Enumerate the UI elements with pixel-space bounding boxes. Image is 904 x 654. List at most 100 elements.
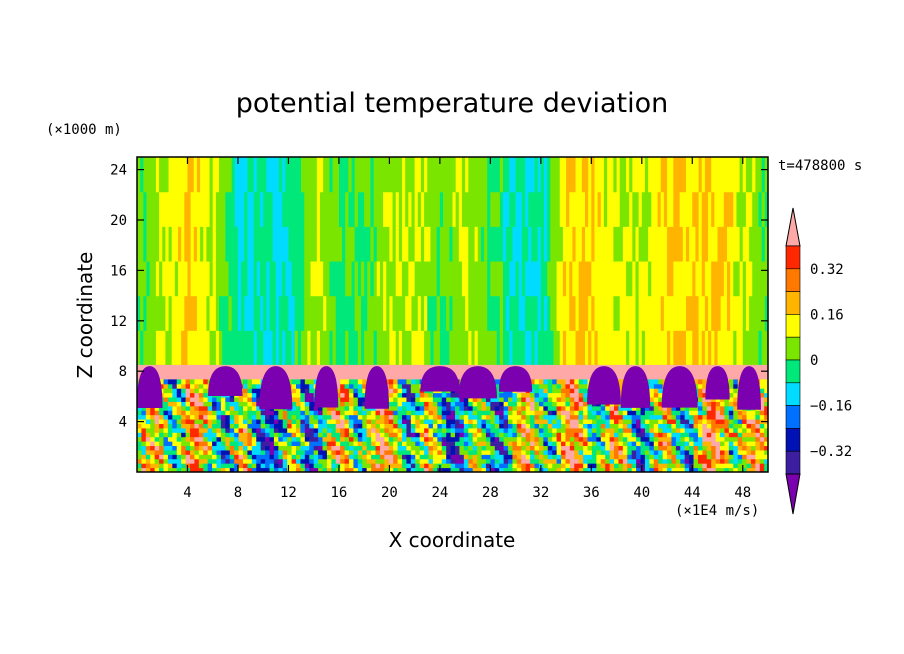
upper-cell xyxy=(304,295,308,331)
convective-cell xyxy=(618,423,624,429)
convective-cell xyxy=(353,463,359,469)
upper-cell xyxy=(159,191,163,227)
convective-cell xyxy=(194,445,200,451)
convective-cell xyxy=(733,405,739,411)
convective-cell xyxy=(349,419,354,424)
convective-cell xyxy=(512,419,518,424)
upper-cell xyxy=(319,226,324,262)
convective-cell xyxy=(300,458,306,464)
convective-cell xyxy=(247,397,253,402)
convective-cell xyxy=(349,414,354,420)
convective-cell xyxy=(238,458,244,464)
convective-cell xyxy=(552,449,558,455)
convective-cell xyxy=(516,392,522,398)
upper-cell xyxy=(301,260,305,297)
convective-cell xyxy=(733,445,739,451)
upper-cell xyxy=(654,295,659,331)
upper-cell xyxy=(749,330,753,366)
convective-cell xyxy=(715,454,721,460)
convective-cell xyxy=(207,463,213,469)
convective-cell xyxy=(238,463,244,469)
upper-cell xyxy=(219,157,223,193)
upper-cell xyxy=(471,330,476,366)
upper-cell xyxy=(383,330,387,366)
y-tick-label: 8 xyxy=(119,364,127,380)
convective-cell xyxy=(441,392,447,398)
convective-cell xyxy=(159,423,165,429)
convective-cell xyxy=(667,458,672,464)
convective-cell xyxy=(702,432,708,438)
convective-cell xyxy=(198,463,204,469)
convective-cell xyxy=(556,449,562,455)
upper-cell xyxy=(256,157,261,193)
convective-cell xyxy=(468,405,474,411)
convective-cell xyxy=(247,458,253,464)
convective-cell xyxy=(256,397,262,402)
convective-cell xyxy=(234,445,240,451)
upper-cell xyxy=(717,260,722,297)
convective-cell xyxy=(556,458,562,464)
convective-cell xyxy=(746,441,752,447)
convective-cell xyxy=(349,410,354,416)
convective-cell xyxy=(627,405,633,411)
convective-cell xyxy=(750,410,756,416)
convective-cell xyxy=(353,441,359,447)
convective-cell xyxy=(322,414,328,420)
convective-cell xyxy=(499,449,505,455)
upper-cell xyxy=(313,295,318,331)
convective-cell xyxy=(388,449,394,455)
convective-cell xyxy=(728,383,734,389)
convective-cell xyxy=(203,392,209,398)
upper-cell xyxy=(225,226,230,262)
convective-cell xyxy=(684,449,690,455)
convective-cell xyxy=(172,467,178,472)
convective-cell xyxy=(340,463,346,469)
upper-cell xyxy=(742,226,747,262)
convective-cell xyxy=(680,458,686,464)
convective-cell xyxy=(450,392,456,398)
convective-cell xyxy=(357,423,363,429)
upper-cell xyxy=(723,191,728,227)
convective-cell xyxy=(340,379,346,385)
convective-cell xyxy=(388,436,394,442)
upper-cell xyxy=(143,330,148,366)
upper-cell xyxy=(613,191,618,227)
convective-cell xyxy=(185,419,191,424)
upper-cell xyxy=(569,191,573,227)
convective-cell xyxy=(574,405,580,411)
convective-cell xyxy=(300,467,306,472)
convective-cell xyxy=(631,436,637,442)
upper-cell xyxy=(168,157,173,193)
convective-cell xyxy=(574,414,580,420)
upper-cell xyxy=(376,226,381,262)
convective-cell xyxy=(742,458,748,464)
convective-cell xyxy=(296,445,301,451)
convective-cell xyxy=(318,427,324,433)
upper-cell xyxy=(742,191,747,227)
convective-cell xyxy=(402,392,407,398)
upper-cell xyxy=(496,191,501,227)
convective-cell xyxy=(552,463,558,469)
convective-cell xyxy=(494,410,500,416)
convective-cell xyxy=(265,436,271,442)
convective-cell xyxy=(720,419,725,424)
convective-cell xyxy=(627,419,633,424)
upper-cell xyxy=(379,191,384,227)
upper-cell xyxy=(234,260,239,297)
convective-cell xyxy=(569,388,575,394)
upper-cell xyxy=(420,330,425,366)
convective-cell xyxy=(207,397,213,402)
convective-cell xyxy=(150,436,156,442)
upper-cell xyxy=(764,260,768,297)
convective-cell xyxy=(322,445,328,451)
convective-cell xyxy=(662,427,668,433)
convective-cell xyxy=(159,432,165,438)
upper-cell xyxy=(610,191,614,227)
convective-cell xyxy=(764,423,768,429)
convective-cell xyxy=(397,401,403,407)
upper-cell xyxy=(537,260,542,297)
convective-cell xyxy=(521,392,527,398)
convective-cell xyxy=(693,449,699,455)
convective-cell xyxy=(159,419,165,424)
convective-cell xyxy=(326,423,332,429)
